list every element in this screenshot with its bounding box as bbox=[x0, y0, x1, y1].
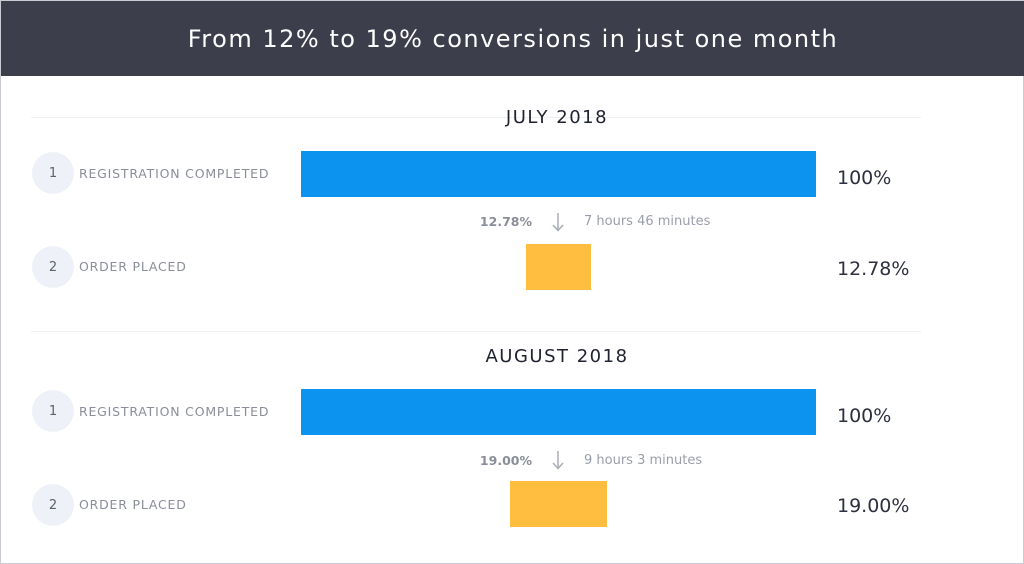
header-banner: From 12% to 19% conversions in just one … bbox=[1, 1, 1024, 76]
separator-line bbox=[31, 117, 921, 118]
period-title-august: AUGUST 2018 bbox=[485, 346, 629, 367]
step-number-badge: 2 bbox=[32, 484, 74, 526]
separator-line bbox=[31, 331, 921, 332]
period-title-july: JULY 2018 bbox=[505, 107, 609, 128]
down-arrow-icon bbox=[552, 451, 564, 470]
step-number-badge: 2 bbox=[32, 246, 74, 288]
value-label-registration-july: 100% bbox=[837, 167, 892, 189]
value-label-order-august: 19.00% bbox=[837, 495, 910, 517]
down-arrow-icon bbox=[552, 213, 564, 232]
step-label-order: ORDER PLACED bbox=[79, 497, 187, 512]
conversion-time-july: 7 hours 46 minutes bbox=[584, 214, 711, 229]
bar-registration-august bbox=[301, 389, 816, 435]
conversion-rate-august: 19.00% bbox=[479, 453, 532, 468]
bar-registration-july bbox=[301, 151, 816, 197]
conversion-rate-july: 12.78% bbox=[479, 214, 532, 229]
step-label-registration: REGISTRATION COMPLETED bbox=[79, 404, 270, 419]
conversion-time-august: 9 hours 3 minutes bbox=[584, 453, 703, 468]
step-number-badge: 1 bbox=[32, 152, 74, 194]
bar-order-july bbox=[525, 244, 592, 290]
step-number-badge: 1 bbox=[32, 390, 74, 432]
header-title: From 12% to 19% conversions in just one … bbox=[187, 24, 839, 53]
step-label-registration: REGISTRATION COMPLETED bbox=[79, 166, 270, 181]
step-label-order: ORDER PLACED bbox=[79, 259, 187, 274]
bar-order-august bbox=[509, 481, 608, 527]
value-label-order-july: 12.78% bbox=[837, 258, 910, 280]
value-label-registration-august: 100% bbox=[837, 405, 892, 427]
